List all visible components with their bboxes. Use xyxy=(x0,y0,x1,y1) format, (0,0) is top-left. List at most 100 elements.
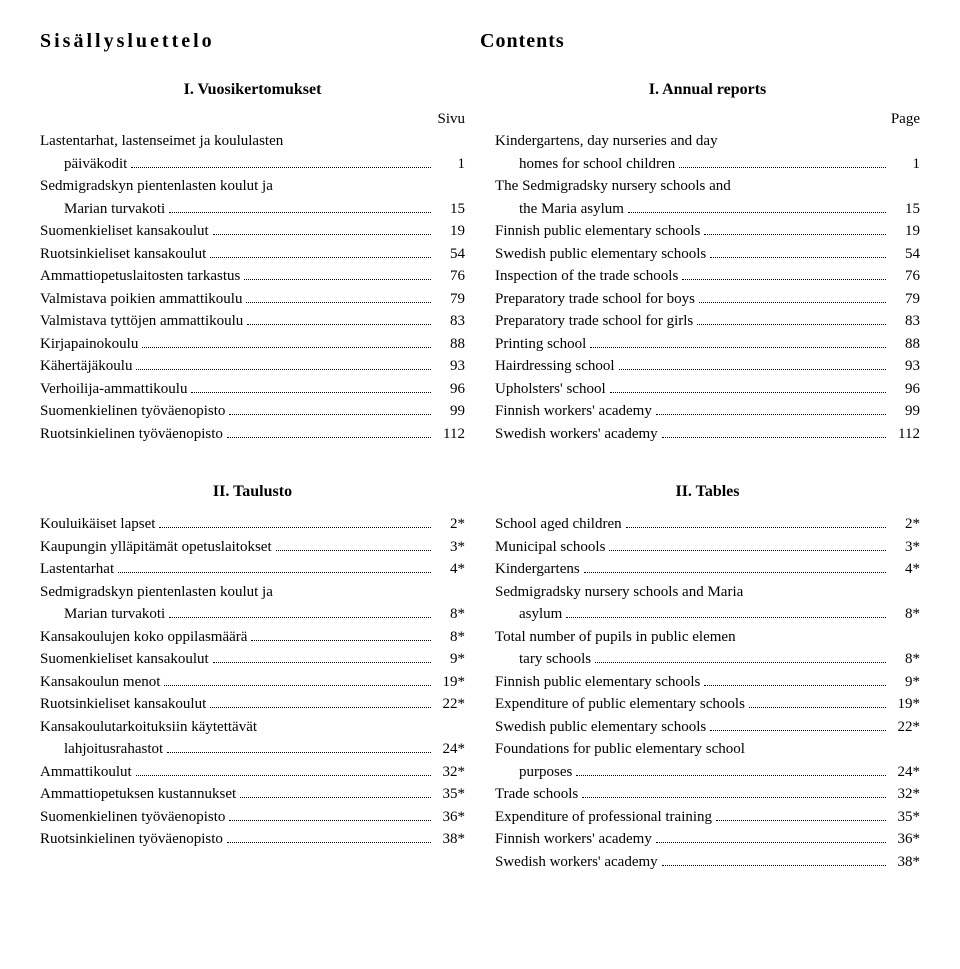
toc-label: purposes xyxy=(519,761,572,784)
toc-dots xyxy=(210,707,431,708)
toc-label: Sedmigradsky nursery schools and Maria xyxy=(495,581,743,604)
toc-label: Municipal schools xyxy=(495,536,605,559)
toc-label: lahjoitusrahastot xyxy=(64,738,163,761)
toc-dots xyxy=(710,257,886,258)
toc-page: 79 xyxy=(890,288,920,311)
toc-entry: lahjoitusrahastot 24* xyxy=(40,738,465,761)
toc-page: 8* xyxy=(435,626,465,649)
toc-entry: päiväkodit1 xyxy=(40,153,465,176)
toc-dots xyxy=(710,730,886,731)
toc-label: Kirjapainokoulu xyxy=(40,333,138,356)
toc-label: Preparatory trade school for boys xyxy=(495,288,695,311)
toc-label: Suomenkielinen työväenopisto xyxy=(40,400,225,423)
left-col-2: II. Taulusto Kouluikäiset lapset2*Kaupun… xyxy=(40,475,465,873)
toc-label: Expenditure of public elementary schools xyxy=(495,693,745,716)
toc-entry: Marian turvakoti8* xyxy=(40,603,465,626)
toc-dots xyxy=(169,212,431,213)
toc-entry: Swedish public elementary schools54 xyxy=(495,243,920,266)
toc-label: Suomenkieliset kansakoulut xyxy=(40,648,209,671)
right-s2-list: School aged children 2* Municipal schools 3… xyxy=(495,513,920,873)
header-right: Contents xyxy=(480,30,920,53)
toc-page: 32* xyxy=(890,783,920,806)
toc-label: Ruotsinkielinen työväenopisto xyxy=(40,828,223,851)
toc-dots xyxy=(247,324,431,325)
toc-page: 112 xyxy=(890,423,920,446)
toc-dots xyxy=(590,347,886,348)
toc-label: Sedmigradskyn pientenlasten koulut ja xyxy=(40,581,273,604)
toc-dots xyxy=(164,685,431,686)
toc-entry: Lastentarhat4* xyxy=(40,558,465,581)
toc-label: Suomenkielinen työväenopisto xyxy=(40,806,225,829)
right-s1-title: I. Annual reports xyxy=(495,81,920,99)
toc-entry: Kähertäjäkoulu93 xyxy=(40,355,465,378)
toc-page: 4* xyxy=(435,558,465,581)
toc-page: 38* xyxy=(890,851,920,874)
toc-entry: homes for school children1 xyxy=(495,153,920,176)
toc-label: päiväkodit xyxy=(64,153,127,176)
toc-label: Sedmigradskyn pientenlasten koulut ja xyxy=(40,175,273,198)
toc-label: School aged children xyxy=(495,513,622,536)
toc-label: Suomenkieliset kansakoulut xyxy=(40,220,209,243)
toc-label: Preparatory trade school for girls xyxy=(495,310,693,333)
toc-entry: the Maria asylum15 xyxy=(495,198,920,221)
toc-label: Printing school xyxy=(495,333,586,356)
toc-label: Foundations for public elementary school xyxy=(495,738,745,761)
toc-label: Finnish public elementary schools xyxy=(495,671,700,694)
toc-page: 83 xyxy=(435,310,465,333)
toc-dots xyxy=(142,347,431,348)
toc-entry: Sedmigradskyn pientenlasten koulut ja xyxy=(40,581,465,604)
toc-entry: Ammattiopetuksen kustannukset35* xyxy=(40,783,465,806)
toc-entry: Kansakoulujen koko oppilasmäärä8* xyxy=(40,626,465,649)
toc-label: Ruotsinkieliset kansakoulut xyxy=(40,243,206,266)
toc-label: tary schools xyxy=(519,648,591,671)
toc-label: Ruotsinkieliset kansakoulut xyxy=(40,693,206,716)
toc-entry: Inspection of the trade schools76 xyxy=(495,265,920,288)
toc-dots xyxy=(167,752,431,753)
toc-entry: purposes24* xyxy=(495,761,920,784)
right-s2-title: II. Tables xyxy=(495,483,920,501)
toc-label: Hairdressing school xyxy=(495,355,615,378)
right-s1-pagelabel: Page xyxy=(495,111,920,128)
toc-page: 4* xyxy=(890,558,920,581)
toc-dots xyxy=(210,257,431,258)
toc-label: Finnish workers' academy xyxy=(495,828,652,851)
toc-dots xyxy=(656,842,886,843)
toc-dots xyxy=(227,437,431,438)
toc-label: Ruotsinkielinen työväenopisto xyxy=(40,423,223,446)
toc-entry: asylum8* xyxy=(495,603,920,626)
toc-entry: Sedmigradsky nursery schools and Maria xyxy=(495,581,920,604)
toc-page: 2* xyxy=(435,513,465,536)
toc-page: 96 xyxy=(890,378,920,401)
toc-dots xyxy=(628,212,886,213)
toc-entry: Finnish public elementary schools19 xyxy=(495,220,920,243)
toc-dots xyxy=(699,302,886,303)
toc-page: 83 xyxy=(890,310,920,333)
toc-dots xyxy=(131,167,431,168)
toc-label: Kindergartens, day nurseries and day xyxy=(495,130,718,153)
toc-label: Kähertäjäkoulu xyxy=(40,355,132,378)
left-col-1: I. Vuosikertomukset Sivu Lastentarhat, l… xyxy=(40,73,465,445)
toc-page: 9* xyxy=(435,648,465,671)
toc-dots xyxy=(240,797,431,798)
toc-entry: Swedish public elementary schools22* xyxy=(495,716,920,739)
toc-dots xyxy=(716,820,886,821)
toc-page: 24* xyxy=(435,738,465,761)
toc-entry: Ammattiopetuslaitosten tarkastus76 xyxy=(40,265,465,288)
toc-page: 36* xyxy=(435,806,465,829)
toc-page: 112 xyxy=(435,423,465,446)
left-s1-pagelabel: Sivu xyxy=(40,111,465,128)
toc-page: 2* xyxy=(890,513,920,536)
toc-entry: Expenditure of public elementary schools… xyxy=(495,693,920,716)
toc-dots xyxy=(662,865,886,866)
toc-label: Finnish public elementary schools xyxy=(495,220,700,243)
toc-page: 35* xyxy=(890,806,920,829)
toc-entry: Upholsters' school96 xyxy=(495,378,920,401)
toc-page: 76 xyxy=(435,265,465,288)
left-s2-list: Kouluikäiset lapset2*Kaupungin ylläpitäm… xyxy=(40,513,465,851)
header-row: Sisällysluettelo Contents xyxy=(40,30,920,53)
toc-page: 19* xyxy=(435,671,465,694)
toc-page: 3* xyxy=(890,536,920,559)
toc-entry: Swedish workers' academy38* xyxy=(495,851,920,874)
toc-entry: Preparatory trade school for girls 83 xyxy=(495,310,920,333)
toc-label: Swedish public elementary schools xyxy=(495,243,706,266)
